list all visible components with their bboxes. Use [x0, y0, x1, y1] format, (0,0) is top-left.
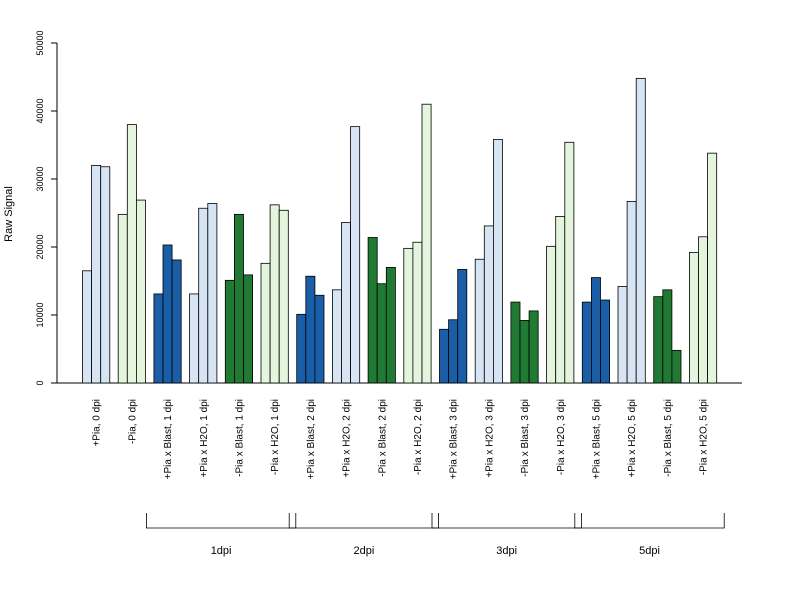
x-tick-label: -Pia x Blast, 3 dpi	[520, 399, 531, 477]
bar	[707, 152, 718, 384]
y-tick-label: 10000	[35, 302, 45, 327]
bar	[269, 204, 280, 384]
bar	[296, 313, 307, 384]
x-tick-label: -Pia x H2O, 1 dpi	[270, 399, 281, 475]
bar	[341, 222, 352, 384]
group-bracket	[288, 513, 439, 529]
x-tick-label: -Pia x Blast, 5 dpi	[663, 399, 674, 477]
group-bracket-label: 3dpi	[496, 545, 517, 557]
bar	[457, 269, 468, 384]
bar	[82, 270, 93, 384]
bar	[510, 301, 521, 384]
dpi-brackets: 1dpi 2dpi 3dpi 5dpi	[146, 513, 725, 557]
bar	[403, 247, 414, 384]
bar	[260, 262, 271, 384]
group-bracket-label: 5dpi	[639, 545, 660, 557]
x-tick-label: +Pia x Blast, 3 dpi	[449, 399, 460, 479]
bar	[350, 126, 361, 384]
bar	[546, 245, 557, 384]
y-tick-label: 50000	[35, 30, 45, 55]
y-tick-label: 40000	[35, 98, 45, 123]
x-tick-label: +Pia x H2O, 5 dpi	[627, 399, 638, 478]
x-tick-label: +Pia, 0 dpi	[92, 399, 103, 447]
bar	[189, 293, 200, 384]
bar	[153, 293, 164, 384]
bar	[448, 319, 459, 384]
bar	[698, 236, 709, 384]
bar	[233, 213, 244, 384]
bar	[626, 201, 637, 384]
bar	[671, 349, 682, 384]
bar	[385, 266, 396, 384]
bar-series	[82, 77, 718, 384]
bar	[662, 289, 673, 384]
bar	[555, 215, 566, 384]
bar	[689, 252, 699, 384]
bar	[305, 275, 316, 384]
bar	[581, 301, 592, 384]
bar	[162, 244, 173, 384]
group-bracket-label: 2dpi	[354, 545, 375, 557]
bar	[224, 279, 235, 384]
group-bracket-label: 1dpi	[211, 545, 232, 557]
y-axis-label: Raw Signal	[3, 186, 15, 242]
x-tick-label: -Pia x Blast, 2 dpi	[377, 399, 388, 477]
group-bracket	[574, 513, 725, 529]
x-tick-label: -Pia, 0 dpi	[127, 399, 138, 444]
bar	[519, 320, 530, 384]
bar	[635, 77, 646, 384]
x-tick-label: +Pia x H2O, 3 dpi	[484, 399, 495, 478]
bar	[591, 277, 601, 384]
bar	[314, 294, 325, 384]
bar	[331, 289, 342, 384]
x-tick-label: +Pia x Blast, 2 dpi	[306, 399, 317, 479]
bar	[126, 124, 137, 384]
bar	[198, 207, 209, 384]
bar	[474, 258, 485, 384]
y-tick-label: 30000	[35, 166, 45, 191]
bar	[564, 141, 575, 384]
y-tick-label: 20000	[35, 234, 45, 259]
bar	[207, 203, 218, 384]
x-tick-label: +Pia x H2O, 2 dpi	[342, 399, 353, 478]
x-tick-labels: +Pia, 0 dpi -Pia, 0 dpi +Pia x Blast, 1 dp…	[92, 399, 710, 479]
bar	[91, 164, 102, 384]
x-tick-label: +Pia x Blast, 5 dpi	[591, 399, 602, 479]
bar	[600, 299, 611, 384]
x-tick-label: +Pia x H2O, 1 dpi	[199, 399, 210, 478]
bar	[171, 259, 182, 384]
x-tick-label: -Pia x H2O, 5 dpi	[699, 399, 710, 475]
bar	[100, 166, 111, 384]
bar	[135, 199, 146, 384]
bar	[439, 328, 450, 384]
x-tick-label: -Pia x H2O, 3 dpi	[556, 399, 567, 475]
bar	[243, 274, 254, 384]
bar	[492, 139, 503, 384]
bar	[412, 241, 423, 384]
group-bracket	[431, 513, 582, 529]
group-bracket	[146, 513, 297, 529]
bar	[617, 286, 628, 384]
bar	[278, 209, 289, 384]
y-tick-label: 0	[35, 380, 45, 385]
x-tick-label: -Pia x Blast, 1 dpi	[234, 399, 245, 477]
bar	[483, 225, 494, 384]
y-axis: 0 10000 20000 30000 40000 50000	[35, 30, 58, 386]
bar	[376, 283, 387, 384]
x-tick-label: -Pia x H2O, 2 dpi	[413, 399, 424, 475]
x-tick-label: +Pia x Blast, 1 dpi	[163, 399, 174, 479]
bar	[117, 213, 128, 384]
bar	[421, 103, 432, 384]
bar	[653, 296, 664, 384]
bar	[367, 237, 378, 384]
bar	[528, 310, 539, 384]
